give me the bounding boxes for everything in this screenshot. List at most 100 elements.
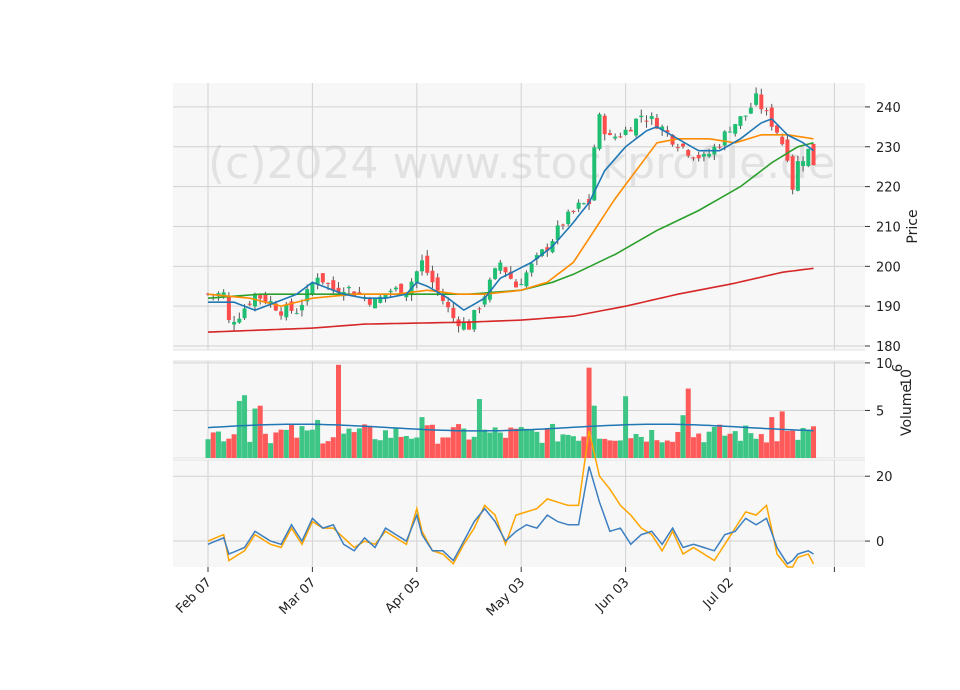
candle-body: [738, 116, 743, 126]
candle-body: [498, 262, 503, 271]
volume-bar: [534, 431, 540, 458]
volume-bar: [283, 429, 289, 458]
volume-bar: [670, 441, 676, 458]
volume-bar: [382, 430, 388, 458]
candle-body: [592, 147, 597, 201]
volume-bar: [497, 432, 503, 458]
volume-bar: [367, 425, 373, 458]
candle-body: [795, 161, 800, 191]
volume-bar: [372, 439, 378, 458]
price-ytick-label: 220: [876, 181, 901, 196]
candle-body: [634, 118, 639, 136]
xtick-label: May 03: [484, 575, 528, 619]
volume-bar: [273, 432, 279, 458]
candle-body: [513, 281, 518, 288]
candle-body: [226, 295, 231, 321]
candle-body: [628, 129, 633, 132]
volume-bar: [617, 440, 623, 458]
volume-bar: [811, 426, 817, 458]
candle-body: [696, 154, 701, 159]
volume-bar: [544, 428, 550, 458]
volume-bar: [476, 399, 482, 458]
xtick-label: Jun 03: [592, 575, 632, 615]
volume-bar: [414, 437, 420, 458]
candle-body: [446, 301, 451, 308]
candle-body: [644, 120, 649, 122]
volume-bar: [315, 419, 321, 458]
volume-bar: [764, 442, 770, 458]
xtick-label: Feb 07: [173, 575, 215, 617]
volume-bar: [795, 439, 801, 458]
volume-bar: [706, 431, 712, 458]
volume-bar: [560, 434, 566, 458]
volume-bar: [309, 429, 315, 458]
volume-bar: [325, 441, 331, 458]
volume-multiplier: 10: [899, 369, 915, 387]
volume-bar: [701, 442, 707, 458]
volume-bar: [623, 396, 629, 458]
volume-bar: [800, 427, 806, 458]
candle-body: [487, 279, 492, 300]
candle-body: [576, 202, 581, 209]
volume-bar: [210, 432, 216, 458]
candle-body: [461, 321, 466, 330]
volume-bar: [336, 364, 341, 458]
candle-body: [566, 211, 571, 225]
volume-bar: [236, 400, 242, 458]
volume-bar: [654, 440, 660, 458]
candle-body: [733, 124, 738, 134]
candle-body: [811, 143, 816, 166]
candle-body: [728, 131, 732, 133]
volume-bar: [346, 428, 352, 458]
candle-body: [545, 247, 550, 251]
candle-body: [289, 301, 294, 311]
volume-bar: [513, 428, 519, 458]
candle-body: [367, 298, 372, 305]
candle-body: [294, 312, 299, 314]
price-axis-label: Price: [905, 209, 921, 243]
volume-bar: [205, 439, 211, 458]
price-ytick-label: 210: [876, 220, 901, 235]
price-ytick-label: 240: [876, 101, 901, 116]
candle-body: [581, 203, 586, 205]
candle-body: [639, 115, 644, 118]
volume-bar: [445, 437, 451, 458]
volume-bar: [341, 433, 347, 458]
volume-bar: [607, 440, 613, 458]
candle-body: [618, 136, 623, 138]
candle-body: [247, 303, 252, 305]
volume-bar: [299, 426, 305, 458]
candle-body: [378, 296, 383, 303]
volume-bar: [790, 430, 796, 458]
candle-body: [790, 156, 795, 190]
candle-body: [273, 303, 278, 311]
volume-bar: [690, 437, 696, 458]
volume-bar: [268, 443, 274, 458]
volume-ma-line: [207, 423, 814, 432]
candle-body: [258, 295, 263, 299]
volume-bar: [555, 441, 561, 458]
volume-bar: [576, 440, 582, 458]
volume-bar: [743, 425, 749, 458]
volume-axis-label: Volume: [899, 384, 915, 436]
volume-bar: [597, 438, 602, 458]
volume-bar: [289, 424, 295, 458]
candle-body: [691, 157, 696, 159]
volume-bar: [539, 442, 545, 458]
volume-ytick-label: 5: [876, 404, 884, 419]
volume-bar: [487, 432, 493, 458]
candle-body: [326, 282, 331, 284]
candle-body: [707, 153, 712, 157]
candle-body: [284, 304, 289, 318]
volume-ytick-label: 10: [876, 357, 893, 372]
volume-bar: [717, 424, 723, 458]
volume-bar: [262, 433, 268, 458]
volume-bar: [429, 424, 435, 458]
candle-body: [806, 148, 811, 167]
candle-body: [660, 126, 665, 130]
volume-bar: [581, 436, 587, 458]
volume-bar: [628, 438, 634, 458]
xtick-label: Apr 05: [382, 575, 423, 616]
price-ytick-label: 190: [876, 300, 901, 315]
